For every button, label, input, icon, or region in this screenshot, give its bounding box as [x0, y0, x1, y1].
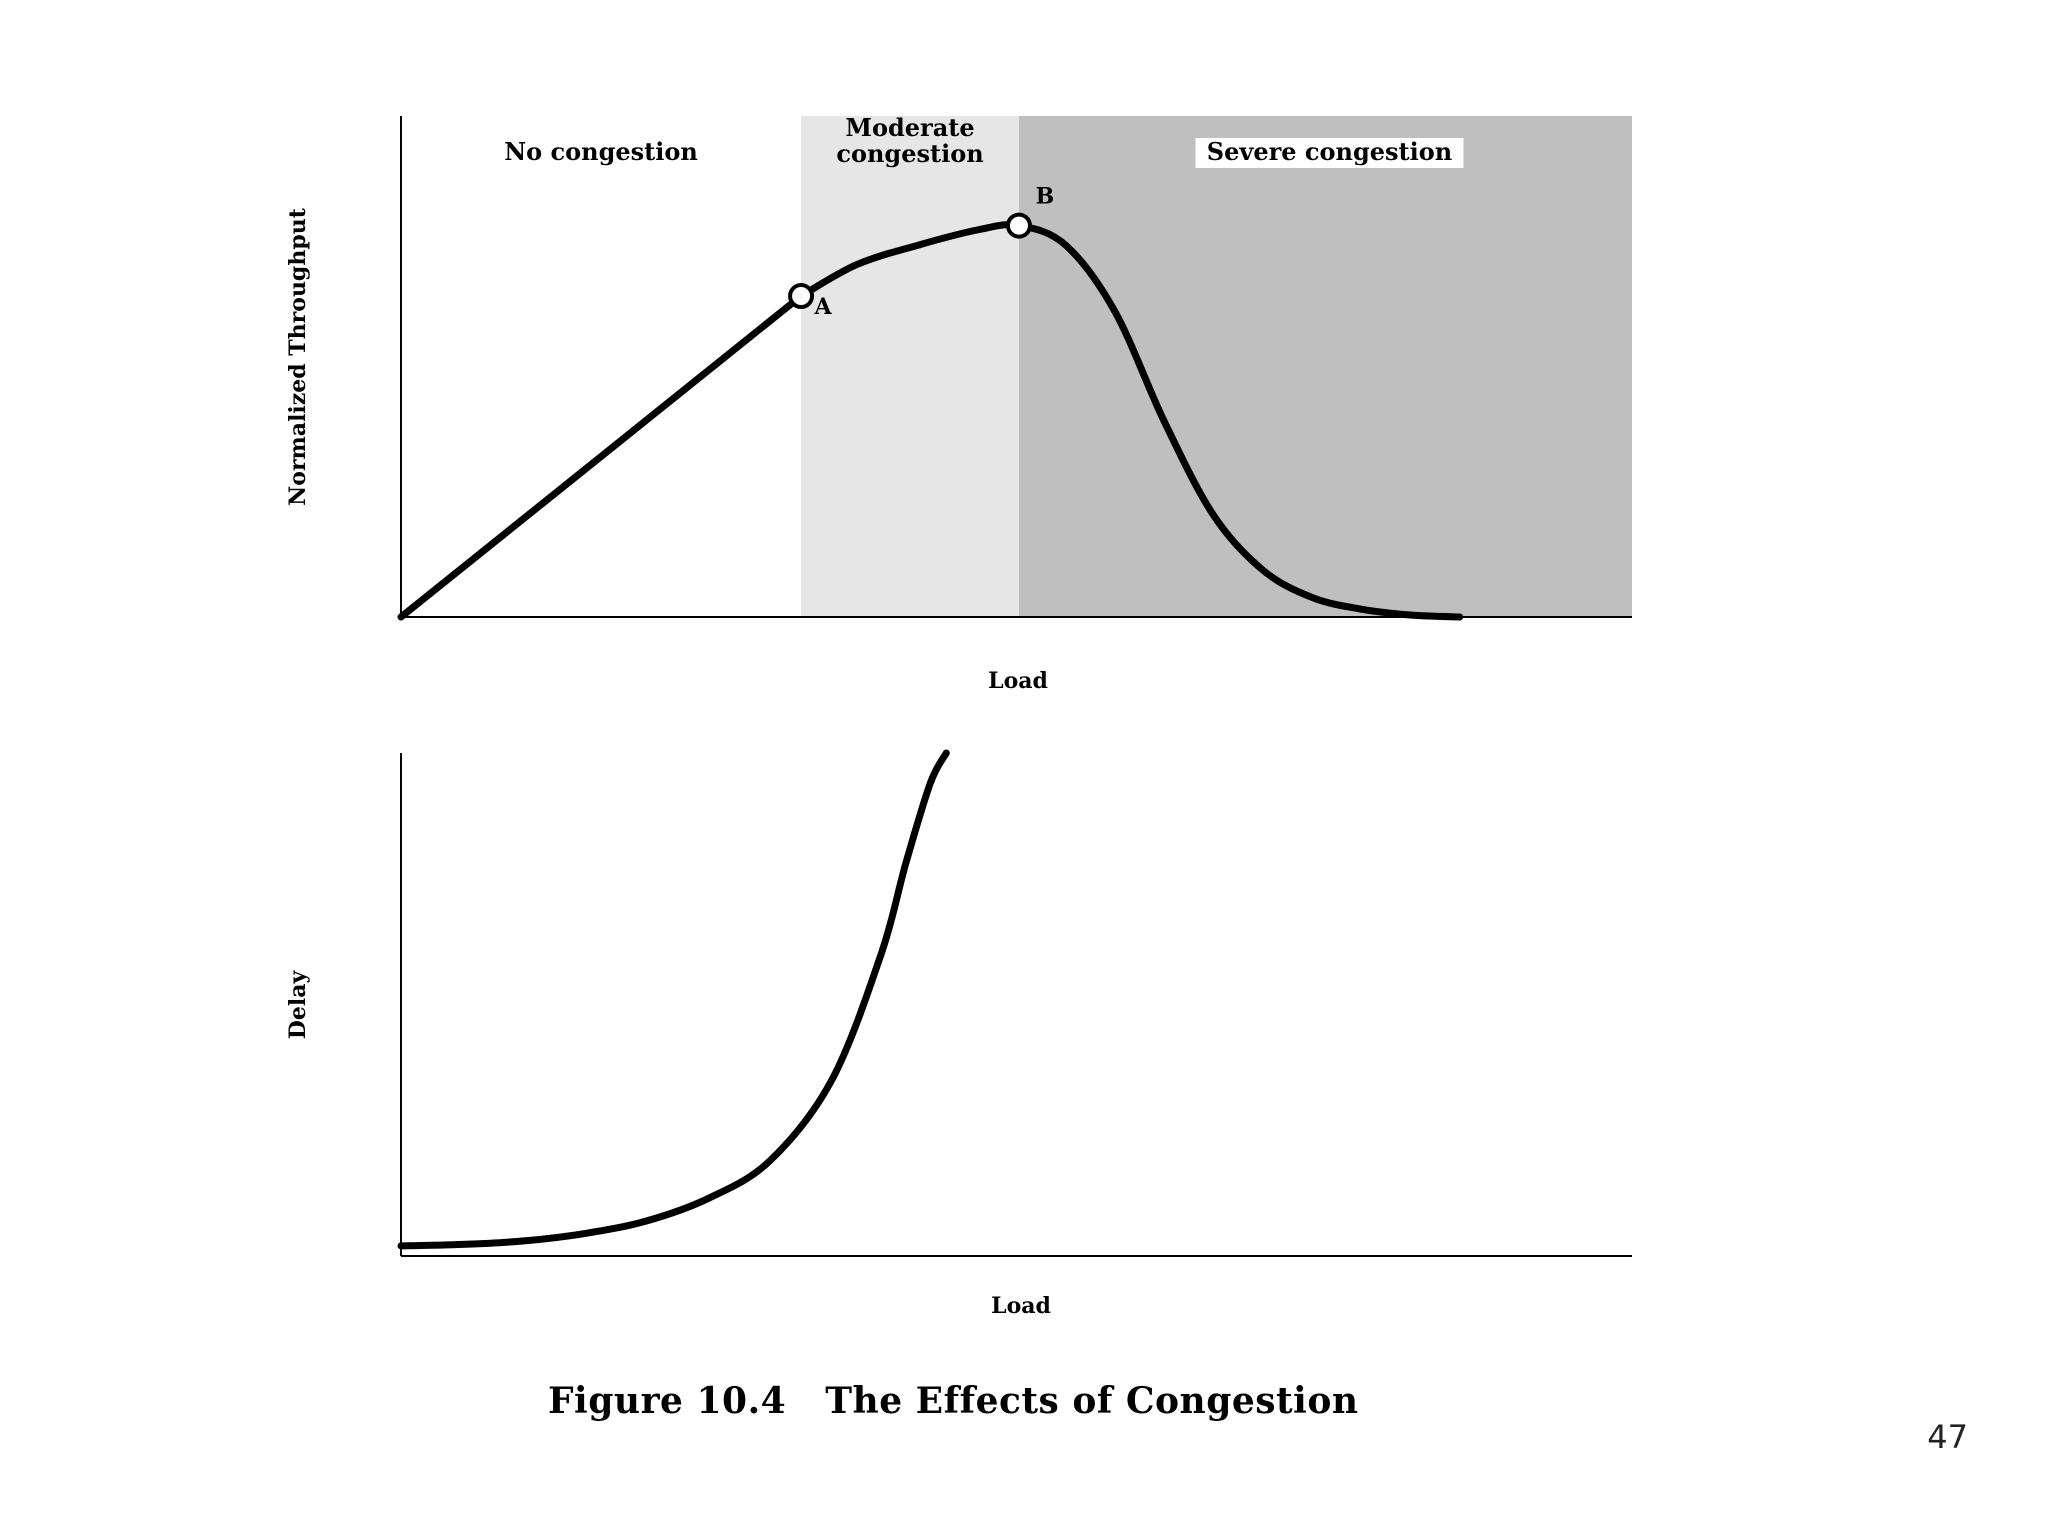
throughput-y-label: Normalized Throughput [285, 207, 311, 506]
marker-a-point [788, 283, 815, 310]
delay-curve [397, 749, 950, 1250]
throughput-markers: AB [788, 184, 1055, 320]
region-label-moderate-congestion: congestion [836, 139, 983, 168]
marker-b-point [1005, 212, 1032, 239]
region-label-no-congestion: No congestion [504, 137, 698, 166]
delay-x-label: Load [991, 1293, 1051, 1319]
marker-a-label: A [814, 294, 833, 320]
region-label-severe-congestion: Severe congestion [1207, 137, 1452, 166]
congestion-regions [401, 116, 1632, 617]
throughput-curve [397, 221, 1464, 621]
figure-caption: Figure 10.4 The Effects of Congestion [548, 1380, 1359, 1422]
throughput-x-label: Load [988, 668, 1048, 694]
marker-b-label: B [1036, 184, 1055, 210]
delay-chart: Delay Load [285, 749, 1632, 1319]
page-number: 47 [1927, 1418, 1968, 1456]
severe-label-background [1195, 138, 1464, 168]
region-no-congestion [401, 116, 802, 617]
delay-y-label: Delay [285, 970, 311, 1040]
region-label-moderate-congestion: Moderate [845, 113, 974, 142]
region-moderate-congestion [801, 116, 1019, 617]
region-severe-congestion [1018, 116, 1632, 617]
